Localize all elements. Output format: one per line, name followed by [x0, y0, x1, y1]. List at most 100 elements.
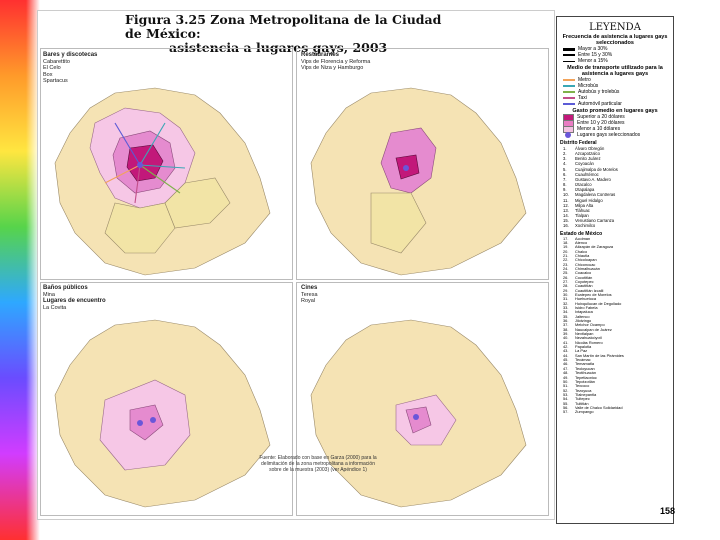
- restaurants-item: Vips de Florencia y Reforma: [301, 58, 371, 65]
- municipality-item: 43. La Paz: [563, 348, 588, 354]
- meeting-item: La Covita: [43, 304, 67, 311]
- municipality-item: 41. Nicolás Romero: [563, 339, 603, 345]
- panel-restaurants-label: Restaurantes Vips de Florencia y Reforma…: [301, 52, 370, 72]
- restaurants-heading: Restaurantes: [301, 52, 340, 58]
- municipality-item: 11. Miguel Hidalgo: [563, 197, 603, 203]
- municipality-item: 38. Naucalpan de Juárez: [563, 326, 612, 332]
- municipality-item: 54. Tultepec: [563, 396, 590, 402]
- legend-freq-row: Entre 15 y 30%: [557, 52, 673, 58]
- bars-place-marker: [137, 162, 143, 168]
- municipality-item: 2. Azcapotzalco: [563, 151, 600, 157]
- bars-heading: Bares y discotecas: [43, 52, 98, 58]
- cinemas-item: Royal: [301, 298, 316, 304]
- page-number: 158: [660, 506, 676, 516]
- municipality-item: 4. Coyoacán: [563, 161, 594, 167]
- municipality-item: 15. Venustiano Carranza: [563, 218, 615, 224]
- municipality-item: 33. Isidro Fabela: [563, 305, 598, 310]
- source-note: Fuente: Elaborado con base en Garza (200…: [259, 455, 377, 473]
- panel-bars-label: Bares y discotecas Cabarettito El Celo B…: [43, 52, 97, 85]
- legend-transport-row: Automóvil particular: [557, 101, 673, 107]
- legend-freq-row: Mayor a 30%: [557, 46, 673, 52]
- municipality-item: 25. Coacalco: [563, 270, 592, 276]
- municipality-item: 27. Coyotepec: [563, 278, 594, 284]
- legend: LEYENDA Frecuencia de asistencia a lugar…: [556, 16, 674, 524]
- municipality-item: 10. Magdalena Contreras: [563, 192, 616, 198]
- legend-transport-row: Autobús y trolebús: [557, 89, 673, 95]
- municipality-item: 29. Cuautitlán Izcalli: [563, 287, 604, 293]
- municipality-item: 34. Ixtapaluca: [563, 309, 593, 315]
- municipality-item: 39. Nextlalpan: [563, 331, 594, 337]
- municipality-item: 46. Temamatla: [563, 361, 595, 367]
- municipality-item: 26. Cocotitlán: [563, 274, 593, 280]
- municipality-item: 42. Papalotla: [563, 344, 592, 350]
- municipality-item: 24. Chimalhuacán: [563, 265, 600, 271]
- cinemas-heading: Cines: [301, 285, 318, 291]
- municipality-item: 30. Ecatepec de Morelos: [563, 291, 612, 297]
- municipality-item: 55. Tultitlán: [563, 400, 589, 406]
- meeting-heading: Lugares de encuentro: [43, 298, 106, 304]
- legend-spend-title: Gasto promedio en lugares gays: [572, 108, 658, 114]
- cinemas-item: Teresa: [301, 291, 318, 298]
- baths-item: Mina: [43, 291, 55, 298]
- map-restaurants: [310, 87, 527, 276]
- municipality-item: 48. Teotihuacán: [563, 370, 596, 376]
- municipality-item: 3. Benito Juárez: [563, 156, 601, 162]
- bars-item: Cabarettito: [43, 58, 70, 65]
- panel-restaurants: Restaurantes Vips de Florencia y Reforma…: [296, 48, 549, 280]
- legend-transport-title: Medio de transporte utilizado para la as…: [567, 65, 663, 77]
- map-bars: [54, 87, 271, 276]
- legend-transport-row: Microbús: [557, 83, 673, 89]
- municipality-item: 49. Tepetlaoxtoc: [563, 374, 597, 380]
- rainbow-fade: [26, 0, 40, 540]
- panel-baths-label: Baños públicos Mina Lugares de encuentro…: [43, 285, 106, 311]
- edomex-list: 17. Acolman 18. Atenco 19. Atizapán de Zarago…: [557, 235, 673, 415]
- map-baths: [54, 319, 271, 508]
- municipality-item: 6. Cuauhtémoc: [563, 171, 599, 177]
- municipality-item: 23. Chiconcuac: [563, 261, 596, 267]
- municipality-item: 9. Iztapalapa: [563, 187, 595, 193]
- municipality-item: 28. Cuautitlán: [563, 283, 593, 289]
- municipality-item: 52. Tezoyuca: [563, 387, 592, 393]
- legend-freq-row: Menor a 15%: [557, 58, 673, 64]
- municipality-item: 18. Atenco: [563, 239, 588, 245]
- legend-df-title: Distrito Federal: [560, 140, 597, 146]
- map-cinemas: [310, 319, 527, 508]
- panel-bars: Bares y discotecas Cabarettito El Celo B…: [40, 48, 293, 280]
- municipality-item: 12. Milpa Alta: [563, 202, 594, 208]
- municipality-item: 35. Jaltenco: [563, 313, 590, 319]
- bars-item: Spartacus: [43, 78, 68, 84]
- municipality-item: 32. Huixquilucan de Degollado: [563, 300, 622, 306]
- legend-place-row: Lugares gays seleccionados: [557, 132, 673, 138]
- legend-transport-row: Taxi: [557, 95, 673, 101]
- panel-cinemas-label: Cines Teresa Royal: [301, 285, 318, 305]
- baths-heading: Baños públicos: [43, 285, 88, 291]
- municipality-item: 31. Huehuetoca: [563, 296, 596, 302]
- legend-edomex-title: Estado de México: [560, 230, 603, 237]
- municipality-item: 53. Tlalnepantla: [563, 391, 597, 397]
- municipality-item: 36. Jilotzingo: [563, 318, 592, 324]
- municipality-item: 37. Melchor Ocampo: [563, 322, 605, 328]
- municipality-item: 56. Valle de Chalco Solidaridad: [563, 404, 623, 410]
- panel-cinemas: Cines Teresa Royal: [296, 282, 549, 516]
- municipality-item: 57. Zumpango: [563, 409, 594, 415]
- municipality-item: 16. Xochimilco: [563, 223, 596, 229]
- municipality-item: 51. Texcoco: [563, 383, 590, 389]
- legend-transport-row: Metro: [557, 77, 673, 83]
- municipality-item: 47. Teoloyucan: [563, 365, 595, 371]
- municipality-item: 17. Acolman: [563, 235, 591, 241]
- title-line-2: asistencia a lugares gays, 2003: [169, 40, 388, 55]
- municipality-item: 8. Iztacalco: [563, 182, 592, 188]
- bars-item: Box: [43, 71, 53, 78]
- figure-title: Figura 3.25 Zona Metropolitana de la Ciu…: [125, 13, 455, 55]
- municipality-item: 14. Tlalpan: [563, 213, 589, 219]
- municipality-item: 45. Tecámac: [563, 357, 591, 363]
- municipality-item: 40. Nezahualcóyotl: [563, 335, 602, 341]
- municipality-item: 50. Tepotzotlán: [563, 378, 595, 384]
- municipality-item: 44. San Martín de las Pirámides: [563, 352, 624, 358]
- municipality-item: 13. Tláhuac: [563, 207, 590, 213]
- legend-title: LEYENDA: [589, 22, 641, 33]
- municipality-item: 7. Gustavo A. Madero: [563, 176, 611, 182]
- municipality-item: 19. Atizapán de Zaragoza: [563, 244, 614, 250]
- restaurants-item: Vips de Niza y Hamburgo: [301, 65, 364, 71]
- municipality-item: 1. Álvaro Obregón: [563, 146, 605, 151]
